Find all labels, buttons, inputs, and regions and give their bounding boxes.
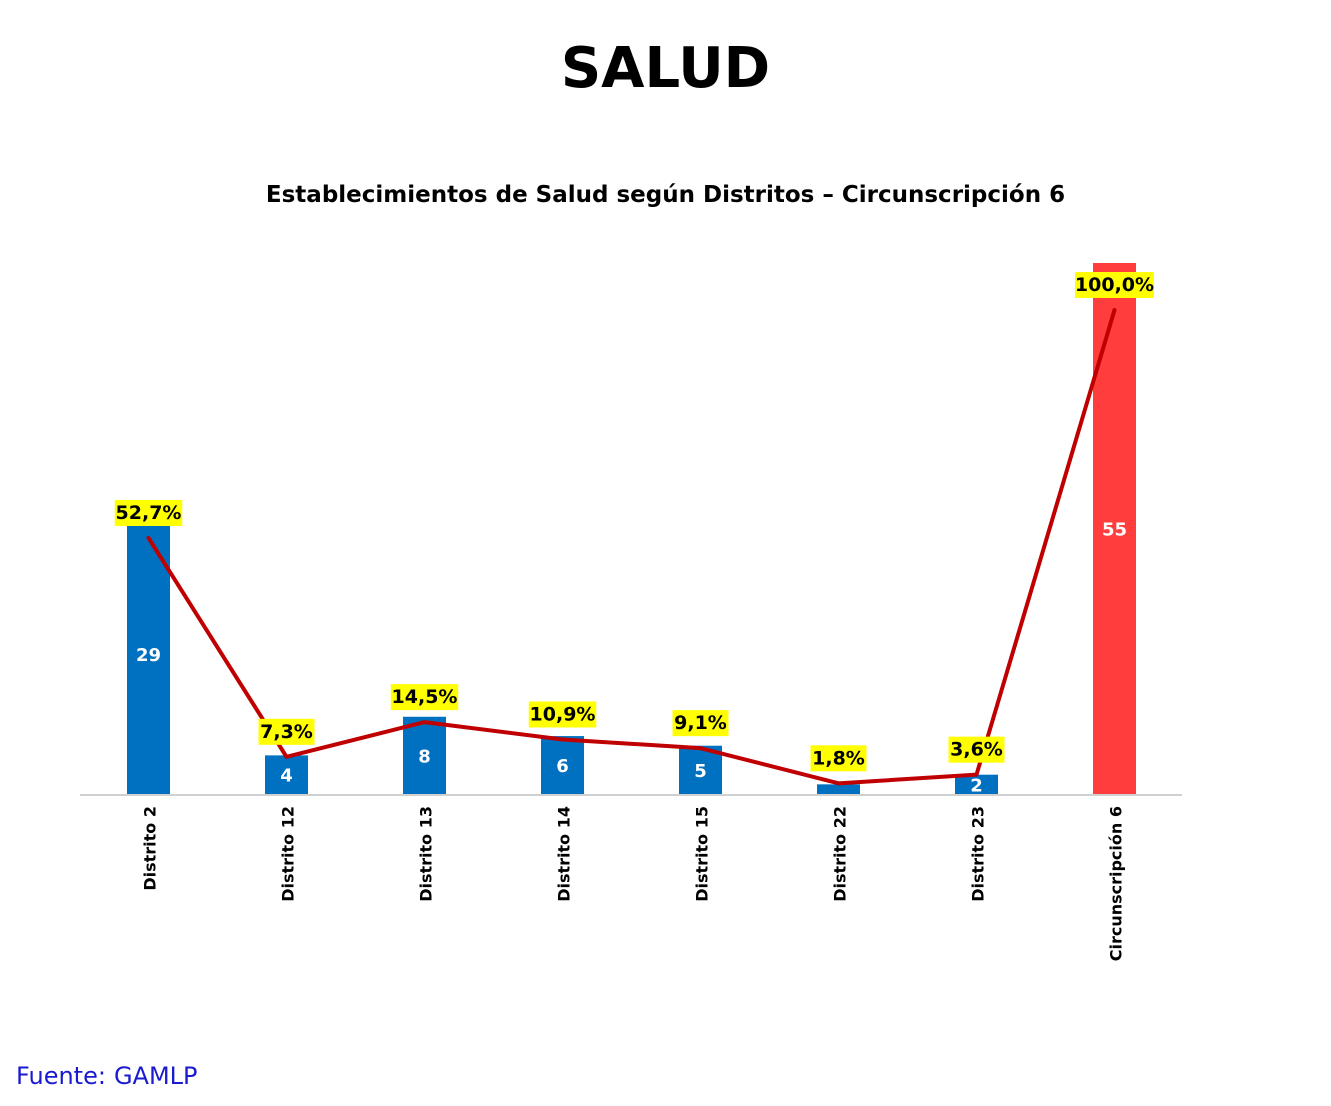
bar — [955, 774, 998, 794]
percent-label: 3,6% — [950, 739, 1003, 761]
category-label: Distrito 23 — [969, 806, 988, 902]
bar — [541, 736, 584, 794]
bar-value-label: 6 — [556, 756, 569, 777]
bar-value-label: 5 — [694, 761, 707, 782]
percent-label: 14,5% — [392, 686, 458, 708]
bar — [403, 716, 446, 794]
source-value: GAMLP — [113, 1062, 198, 1090]
percent-label: 7,3% — [260, 721, 313, 743]
category-label: Distrito 12 — [279, 806, 298, 902]
percent-label-bg — [390, 684, 459, 711]
chart-title: Establecimientos de Salud según Distrito… — [265, 182, 1066, 208]
percent-label-bg — [672, 710, 729, 737]
labels-layer: Distrito 2 Distrito 12 Distrito 13 Distrito… — [114, 272, 1154, 961]
percent-label: 9,1% — [674, 712, 727, 734]
category-label: Circunscripción 6 — [1107, 806, 1126, 961]
category-label: Distrito 15 — [693, 806, 712, 902]
percent-label-bg — [114, 499, 183, 526]
percent-label-bg — [810, 745, 867, 772]
category-label: Distrito 22 — [831, 806, 850, 902]
bar-value-label: 29 — [136, 645, 161, 666]
page-title: SALUD — [560, 36, 771, 101]
bar-value-label: 4 — [280, 766, 293, 787]
percent-label: 1,8% — [812, 747, 865, 769]
source-note: Fuente: GAMLP — [16, 1062, 206, 1090]
percent-line — [146, 308, 1117, 786]
percent-label: 52,7% — [116, 502, 182, 524]
category-label: Distrito 14 — [555, 806, 574, 902]
bar — [817, 784, 860, 794]
line-layer — [146, 308, 1117, 786]
bars-layer: 29 4 8 6 5 2 55 — [80, 263, 1182, 796]
category-label: Distrito 13 — [417, 806, 436, 902]
percent-label-bg — [948, 736, 1005, 763]
bar — [265, 755, 308, 794]
percent-label-bg — [258, 718, 315, 745]
percent-label-bg — [1075, 272, 1154, 298]
percent-label-bg — [528, 701, 597, 728]
category-label: Distrito 2 — [141, 806, 160, 891]
bar-value-label: 2 — [970, 775, 983, 796]
bar-value-label: 55 — [1102, 520, 1127, 541]
source-label: Fuente: — [16, 1062, 106, 1090]
percent-label: 10,9% — [530, 703, 596, 725]
bar-value-label: 8 — [418, 746, 431, 767]
percent-label: 100,0% — [1075, 274, 1154, 296]
